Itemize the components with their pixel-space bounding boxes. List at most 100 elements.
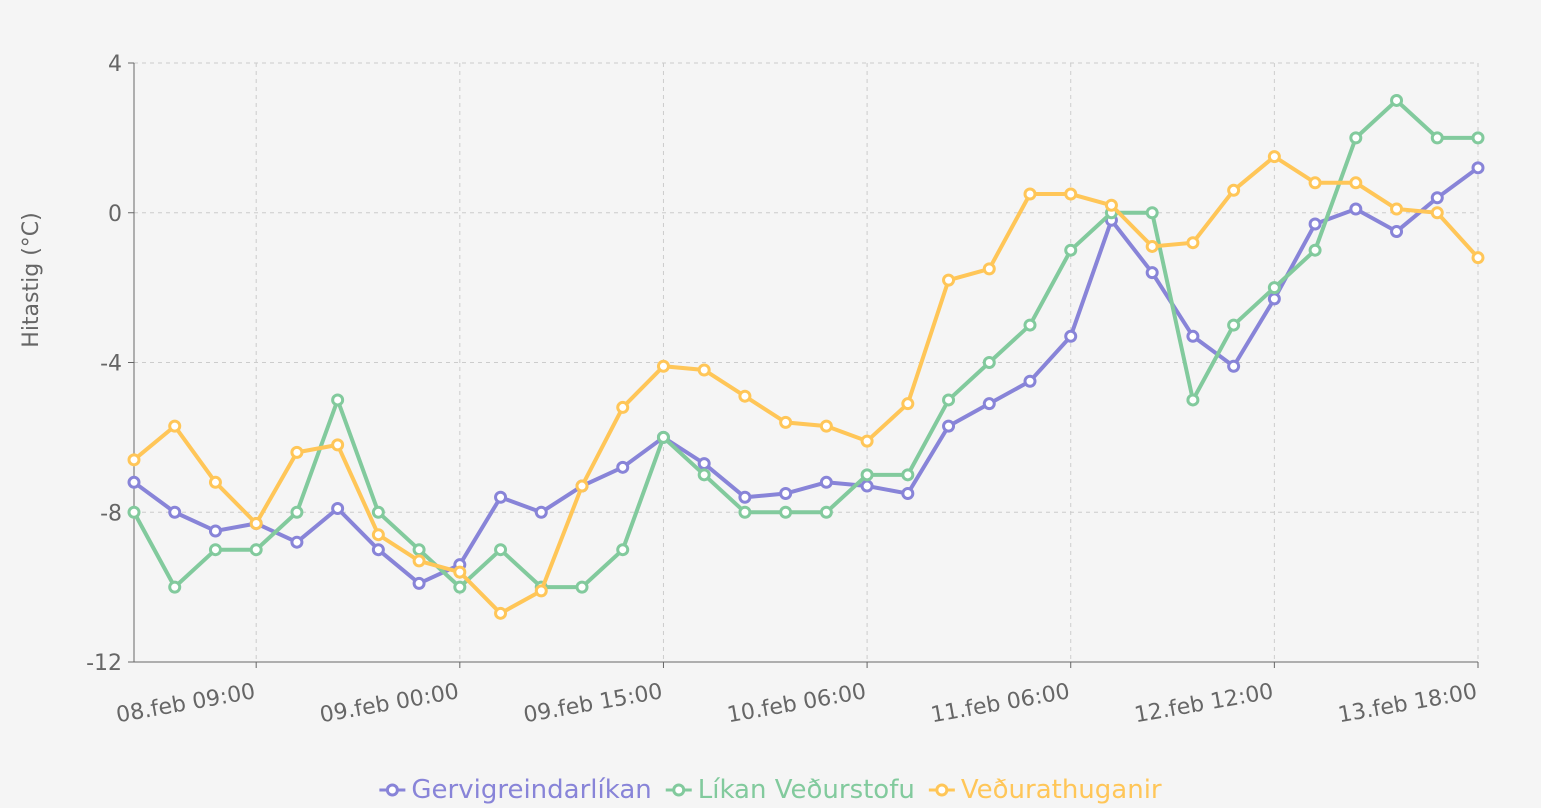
data-point <box>1023 318 1037 332</box>
legend-icon <box>672 783 686 797</box>
data-point <box>616 400 630 414</box>
data-point <box>208 475 222 489</box>
data-point <box>1390 224 1404 238</box>
legend-label: Gervigreindarlíkan <box>411 775 651 805</box>
data-point <box>1471 131 1485 145</box>
data-point <box>494 543 508 557</box>
data-point <box>412 543 426 557</box>
data-point <box>1349 176 1363 190</box>
data-point <box>616 543 630 557</box>
data-point <box>453 580 467 594</box>
data-point <box>168 419 182 433</box>
data-point <box>1145 206 1159 220</box>
data-point <box>1227 359 1241 373</box>
data-point <box>1349 202 1363 216</box>
data-point <box>779 415 793 429</box>
data-point <box>901 487 915 501</box>
data-point <box>1186 236 1200 250</box>
y-tick-label: -12 <box>86 651 122 676</box>
data-point <box>860 434 874 448</box>
data-point <box>738 389 752 403</box>
data-point <box>331 438 345 452</box>
data-point <box>901 397 915 411</box>
data-point <box>819 475 833 489</box>
data-point <box>1064 329 1078 343</box>
data-point <box>412 554 426 568</box>
data-point <box>942 273 956 287</box>
legend-icon <box>935 783 949 797</box>
legend-label: Veðurathuganir <box>961 775 1162 805</box>
data-point <box>371 543 385 557</box>
data-point <box>738 505 752 519</box>
data-point <box>494 490 508 504</box>
data-point <box>860 479 874 493</box>
legend-icon <box>385 783 399 797</box>
data-point <box>738 490 752 504</box>
data-point <box>1349 131 1363 145</box>
data-point <box>819 505 833 519</box>
data-point <box>1145 266 1159 280</box>
data-point <box>1267 150 1281 164</box>
series-line <box>132 166 1480 586</box>
data-point <box>1104 198 1118 212</box>
data-point <box>1186 393 1200 407</box>
data-point <box>290 505 304 519</box>
data-point <box>1064 187 1078 201</box>
y-tick-label: -4 <box>100 352 122 377</box>
data-point <box>982 262 996 276</box>
data-point <box>1430 191 1444 205</box>
y-axis-label: Hitastig (°C) <box>19 212 44 347</box>
data-point <box>331 502 345 516</box>
data-point <box>127 505 141 519</box>
data-point <box>575 580 589 594</box>
data-point <box>1390 93 1404 107</box>
data-point <box>453 565 467 579</box>
data-point <box>1471 161 1485 175</box>
data-point <box>1145 239 1159 253</box>
data-point <box>534 505 548 519</box>
legend-item: Veðurathuganir <box>928 775 1162 805</box>
y-tick-label: -8 <box>100 501 122 526</box>
data-point <box>779 505 793 519</box>
data-point <box>1471 251 1485 265</box>
y-tick-label: 4 <box>108 52 122 77</box>
data-point <box>819 419 833 433</box>
legend-item: Líkan Veðurstofu <box>665 775 915 805</box>
data-point <box>697 468 711 482</box>
data-point <box>1308 217 1322 231</box>
data-point <box>901 468 915 482</box>
data-point <box>1430 131 1444 145</box>
data-point <box>942 393 956 407</box>
data-point <box>616 460 630 474</box>
data-point <box>1227 318 1241 332</box>
data-point <box>1186 329 1200 343</box>
data-point <box>127 475 141 489</box>
data-point <box>942 419 956 433</box>
data-point <box>1023 187 1037 201</box>
legend-label: Líkan Veðurstofu <box>698 775 915 805</box>
data-point <box>575 479 589 493</box>
data-point <box>982 356 996 369</box>
data-point <box>208 543 222 557</box>
data-point <box>331 393 345 407</box>
series-line <box>132 154 1480 616</box>
data-point <box>1064 243 1078 257</box>
data-point <box>1023 374 1037 388</box>
data-point <box>127 453 141 467</box>
data-point <box>1308 176 1322 190</box>
data-point <box>1430 206 1444 220</box>
data-point <box>656 430 670 444</box>
legend-item: Gervigreindarlíkan <box>379 775 652 805</box>
data-point <box>412 576 426 590</box>
data-point <box>249 543 263 557</box>
data-point <box>494 606 508 620</box>
data-point <box>697 363 711 377</box>
data-point <box>779 487 793 501</box>
data-point <box>1390 202 1404 216</box>
data-point <box>1267 281 1281 295</box>
data-point <box>371 528 385 542</box>
data-point <box>697 457 711 471</box>
